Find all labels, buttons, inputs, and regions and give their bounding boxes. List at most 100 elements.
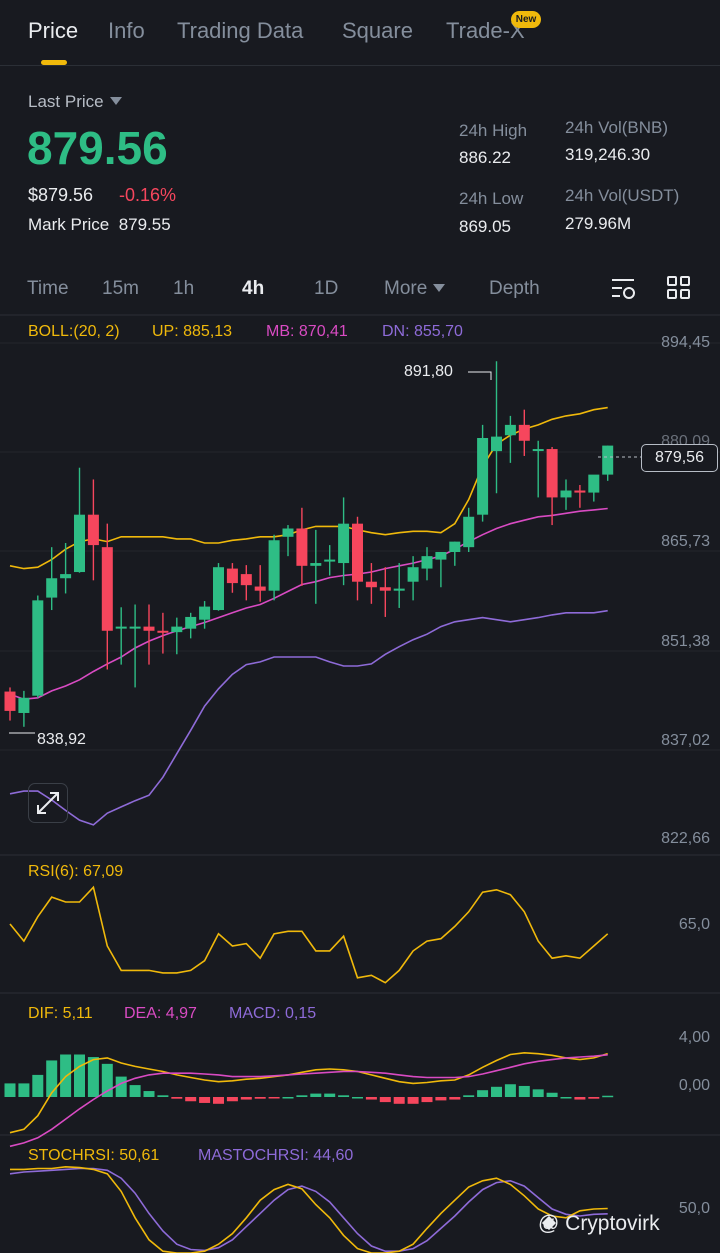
stochrsi-panel [9, 1165, 608, 1253]
last-price: 879.56 [27, 122, 168, 174]
candle-body [129, 626, 141, 629]
macd-histogram-bar [338, 1095, 350, 1097]
candle-body [101, 547, 113, 631]
candle-body [310, 563, 322, 566]
timeframe-1d[interactable]: 1D [314, 278, 339, 299]
macd-histogram-bar [365, 1097, 377, 1100]
binance-logo-icon [541, 1215, 557, 1231]
boll-dn-line [9, 609, 608, 826]
price-axis-label: 851,38 [661, 633, 710, 650]
tab-trading-data[interactable]: Trading Data [177, 18, 304, 43]
candle-body [157, 630, 169, 633]
macd-histogram-bar [352, 1097, 363, 1099]
macd-histogram-bar [602, 1095, 614, 1098]
candle-body [87, 514, 99, 546]
price-axis-label: 837,02 [661, 732, 710, 749]
macd-histogram-bar [282, 1097, 294, 1099]
macd-histogram-bar [143, 1091, 155, 1097]
candle-body [532, 449, 544, 452]
indicator-settings-icon[interactable] [612, 279, 635, 299]
price-axis-label: 894,45 [661, 334, 710, 351]
candle-body [296, 528, 308, 566]
mark-price-value: 879.55 [118, 215, 171, 234]
new-badge: New [511, 11, 541, 28]
dea-line [9, 1054, 608, 1148]
timeframe-depth[interactable]: Depth [489, 278, 540, 299]
tab-square[interactable]: Square [342, 18, 413, 43]
macd-histogram-bar [449, 1097, 461, 1100]
mark-price-row: Mark Price 879.55 [28, 215, 171, 235]
stochrsi-label: STOCHRSI: 50,61 [28, 1147, 160, 1164]
candle-body [4, 691, 16, 711]
macd-histogram-bar [213, 1097, 224, 1104]
last-price-selector[interactable]: Last Price [28, 92, 122, 112]
macd-histogram-bar [74, 1054, 85, 1097]
candle-body [199, 606, 211, 620]
candle-body [18, 697, 30, 713]
low-annotation: 838,92 [37, 731, 86, 748]
candle-body [226, 568, 238, 584]
macd-histogram-bar [393, 1097, 405, 1104]
price-axis-label: 822,66 [661, 830, 710, 847]
dea-label: DEA: 4,97 [124, 1005, 197, 1022]
candle-body [602, 445, 614, 475]
candle-body [213, 567, 224, 611]
candle-body [393, 588, 405, 591]
mastochrsi-line [9, 1167, 608, 1252]
macd-histogram-bar [463, 1095, 475, 1097]
boll-bands [9, 406, 608, 826]
timeframe-15m[interactable]: 15m [102, 278, 139, 299]
expand-chart-button[interactable] [28, 783, 68, 823]
macd-histogram-bar [532, 1089, 544, 1097]
macd-histogram-bar [421, 1097, 433, 1103]
macd-histogram-bar [435, 1097, 447, 1101]
candle-body [463, 516, 475, 548]
timeframe-time[interactable]: Time [27, 278, 69, 299]
expand-icon[interactable] [37, 792, 59, 814]
macd-axis-label: 0,00 [678, 1077, 710, 1094]
watermark: @ Cryptovirk [538, 1212, 660, 1235]
timeframe-1h[interactable]: 1h [173, 278, 195, 299]
tab-info[interactable]: Info [108, 18, 145, 43]
candle-body [574, 490, 586, 493]
boll-label: BOLL:(20, 2) [28, 323, 120, 340]
candle-body [185, 616, 197, 629]
macd-histogram-bar [171, 1097, 183, 1099]
candle-body [171, 626, 183, 633]
macd-histogram-bar [115, 1076, 127, 1097]
vol-usdt-label: 24h Vol(USDT) [565, 186, 680, 205]
candle-body [365, 581, 377, 588]
candle-body [352, 523, 363, 582]
timeframe-more[interactable]: More [384, 278, 446, 300]
timeframe-4h[interactable]: 4h [242, 278, 265, 299]
macd-histogram-bar [407, 1097, 419, 1104]
macd-histogram-bar [268, 1097, 280, 1099]
boll-up-line [9, 406, 608, 570]
macd-histogram-bar [560, 1097, 572, 1099]
candle-body [268, 540, 280, 591]
candle-body [435, 551, 447, 560]
dif-line [9, 1051, 608, 1134]
boll-mb-label: MB: 870,41 [266, 323, 348, 340]
candle-body [324, 559, 336, 562]
candle-body [60, 574, 72, 579]
macd-histogram-bar [379, 1097, 391, 1103]
high-label: 24h High [459, 121, 528, 140]
top-tab-bar: Price Info Trading Data Square Trade-X N… [0, 0, 720, 66]
macd-histogram-bar [32, 1074, 44, 1097]
price-axis-label: 865,73 [661, 533, 710, 550]
macd-histogram-bar [101, 1063, 113, 1097]
candle-body [338, 523, 350, 564]
more-label: More [384, 278, 428, 299]
low-label: 24h Low [459, 189, 524, 208]
macd-histogram-bar [504, 1084, 516, 1097]
tab-price[interactable]: Price [28, 18, 79, 43]
macd-histogram-bar [226, 1097, 238, 1102]
boll-up-label: UP: 885,13 [152, 323, 233, 340]
layout-grid-icon[interactable] [667, 276, 690, 299]
candle-body [518, 424, 530, 441]
price-change: -0.16% [119, 185, 177, 205]
macd-histogram-bar [574, 1097, 586, 1100]
macd-axis-label: 4,00 [678, 1029, 710, 1046]
macd-histogram-bar [157, 1095, 169, 1097]
